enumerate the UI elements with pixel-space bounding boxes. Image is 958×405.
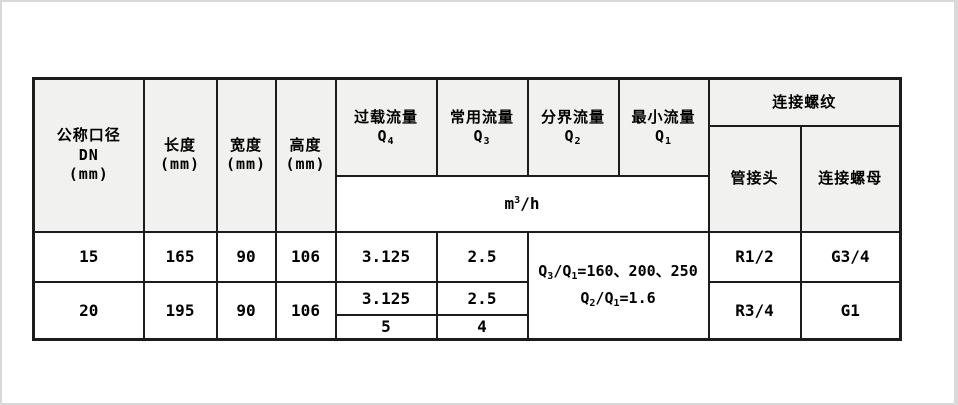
- ratio-line-2: Q2/Q1=1.6: [529, 285, 708, 312]
- unit-row: m3/h: [34, 174, 901, 233]
- unit-superscript: 3: [514, 195, 521, 206]
- header-dn-line1: 公称口径: [56, 127, 121, 144]
- ratio1-divisor: /Q: [553, 262, 572, 281]
- cell-dn15-pipe-joint: R1/2: [707, 230, 802, 283]
- header-length-unit: (mm): [159, 155, 201, 174]
- cell-dn20-pipe-joint: R3/4: [707, 280, 802, 341]
- header-minimum-flow-q1: 最小流量 Q1: [617, 77, 710, 177]
- q2-subscript: 2: [574, 136, 582, 148]
- cell-dn15-width: 90: [215, 230, 277, 283]
- ratio2-q-sub: 2: [589, 298, 596, 310]
- cell-dn20-height: 106: [274, 280, 337, 341]
- cell-dn20-diameter: 20: [32, 280, 145, 341]
- cell-dn15-q4: 3.125: [334, 230, 438, 283]
- ratio1-q-sub: 3: [547, 271, 554, 283]
- header-row-2: 管接头 连接螺母: [34, 124, 902, 233]
- cell-dn15-length: 165: [142, 230, 218, 283]
- unit-rest: /h: [520, 194, 540, 213]
- header-q1-label: 最小流量: [631, 108, 696, 126]
- q2-symbol: Q: [564, 127, 575, 146]
- header-pipe-joint-label: 管接头: [730, 169, 779, 187]
- header-connect-nut-label: 连接螺母: [818, 169, 883, 187]
- q1-subscript: 1: [665, 136, 673, 148]
- unit-base: m: [504, 194, 515, 213]
- flow-ratio-note-cell: Q3/Q1=160、200、250 Q2/Q1=1.6: [526, 230, 710, 341]
- cell-dn20-width: 90: [215, 280, 277, 341]
- header-length-label: 长度: [163, 136, 196, 154]
- header-common-flow-q3: 常用流量 Q3: [435, 77, 529, 177]
- header-q4-label: 过载流量: [353, 108, 418, 126]
- cell-dn20-q3-option1: 2.5: [435, 280, 529, 316]
- ratio2-value: =1.6: [619, 289, 656, 308]
- data-row-dn15: 15 165 90 106 3.125 2.5 Q3/Q1=160、200、25…: [32, 230, 902, 341]
- header-connection-thread-group: 连接螺纹: [707, 77, 902, 127]
- cell-dn20-q4-option1: 3.125: [334, 280, 438, 316]
- header-q3-label: 常用流量: [449, 108, 514, 126]
- header-width: 宽度 (mm): [215, 77, 277, 233]
- data-row-dn20-option2: 5 4: [34, 313, 901, 341]
- header-height-label: 高度: [289, 136, 322, 154]
- data-row-dn20: 20 195 90 106 3.125 2.5 R3/4 G1: [32, 280, 902, 341]
- header-row-1: 公称口径 DN (mm) 长度 (mm) 宽度 (mm) 高度 (mm) 过载流…: [32, 77, 902, 233]
- q3-symbol: Q: [473, 127, 484, 146]
- header-nominal-diameter: 公称口径 DN (mm): [32, 77, 145, 233]
- cell-dn15-diameter: 15: [32, 230, 145, 283]
- ratio1-divisor-sub: 1: [571, 271, 578, 283]
- header-thread-group-label: 连接螺纹: [772, 93, 837, 111]
- header-dn-line2: DN: [78, 145, 99, 164]
- header-height: 高度 (mm): [274, 77, 337, 233]
- header-overload-flow-q4: 过载流量 Q4: [334, 77, 438, 177]
- cell-dn15-q3: 2.5: [435, 230, 529, 283]
- header-q2-label: 分界流量: [540, 108, 605, 126]
- cell-dn20-q3-option2: 4: [435, 313, 529, 341]
- header-length: 长度 (mm): [142, 77, 218, 233]
- ratio2-divisor: /Q: [595, 289, 614, 308]
- header-transition-flow-q2: 分界流量 Q2: [526, 77, 620, 177]
- q4-subscript: 4: [387, 136, 395, 148]
- cell-dn20-q4-option2: 5: [334, 313, 438, 341]
- q1-symbol: Q: [654, 127, 665, 146]
- ratio1-q: Q: [538, 262, 548, 281]
- flow-unit-cell: m3/h: [334, 174, 710, 233]
- q4-symbol: Q: [377, 127, 388, 146]
- ratio2-q: Q: [580, 289, 590, 308]
- cell-dn15-connect-nut: G3/4: [799, 230, 902, 283]
- q3-subscript: 3: [483, 136, 491, 148]
- ratio1-value: =160、200、250: [577, 262, 698, 281]
- header-connect-nut: 连接螺母: [799, 124, 902, 233]
- header-dn-line3: (mm): [68, 165, 109, 183]
- ratio2-divisor-sub: 1: [613, 298, 620, 310]
- cell-dn20-length: 195: [142, 280, 218, 341]
- cell-dn15-height: 106: [274, 230, 337, 283]
- header-width-unit: (mm): [225, 155, 267, 174]
- header-height-unit: (mm): [285, 155, 326, 174]
- header-width-label: 宽度: [229, 136, 262, 154]
- header-pipe-joint: 管接头: [707, 124, 802, 233]
- cell-dn20-connect-nut: G1: [799, 280, 902, 341]
- ratio-line-1: Q3/Q1=160、200、250: [529, 258, 708, 285]
- water-meter-spec-table: 公称口径 DN (mm) 长度 (mm) 宽度 (mm) 高度 (mm) 过载流…: [32, 77, 903, 341]
